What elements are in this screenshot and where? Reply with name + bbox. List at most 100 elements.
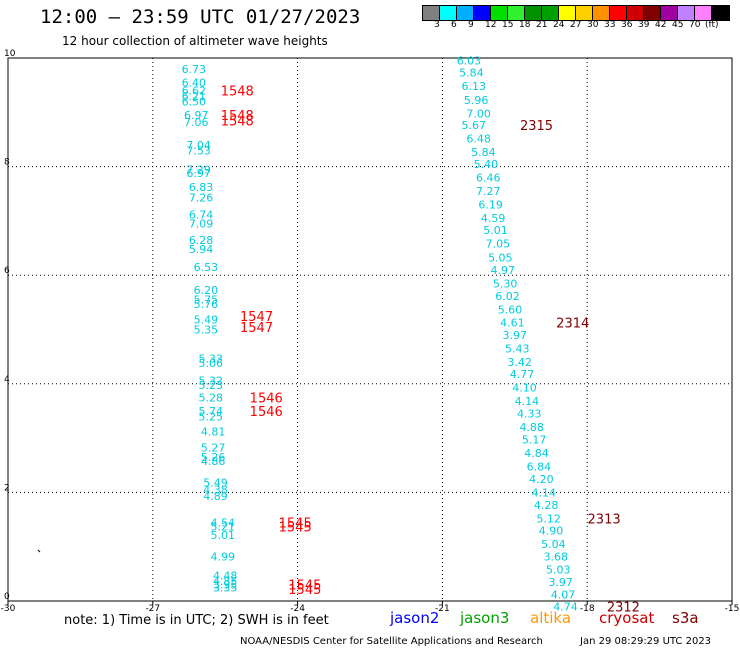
wave-height-label: 5.49 — [203, 477, 228, 490]
legend-swatch — [559, 6, 576, 20]
wave-height-label: 5.03 — [546, 564, 571, 577]
wave-height-label: 3.95 — [213, 579, 238, 592]
wave-height-label: 5.01 — [211, 529, 236, 542]
time-label: 1548 — [221, 109, 254, 124]
wave-height-label: 5.84 — [471, 146, 496, 159]
wave-height-label: 4.14 — [515, 395, 540, 408]
satellite-jason2: jason2 — [390, 609, 440, 627]
wave-height-label: 5.28 — [198, 391, 223, 404]
satellite-jason3: jason3 — [460, 609, 510, 627]
wave-height-label: 5.74 — [198, 405, 223, 418]
wave-height-label: 5.84 — [459, 67, 484, 80]
time-label: 2313 — [588, 512, 621, 527]
wave-height-label: 5.43 — [505, 343, 530, 356]
legend-label: 18 — [519, 20, 531, 30]
wave-height-label: 5.76 — [194, 298, 219, 311]
legend-label: 9 — [468, 20, 474, 30]
y-tick-label: 8 — [4, 158, 10, 168]
wave-height-label: 5.26 — [201, 451, 226, 464]
wave-height-label: 3.68 — [544, 550, 569, 563]
time-label: 1547 — [240, 321, 273, 336]
legend-label: 12 — [485, 20, 497, 30]
wave-height-label: 7.00 — [466, 107, 491, 120]
wave-height-label: 4.33 — [517, 408, 542, 421]
time-label: 1545 — [279, 521, 312, 536]
wave-height-label: 7.04 — [186, 139, 211, 152]
legend-swatch — [695, 6, 712, 20]
wave-height-label: 5.60 — [498, 303, 523, 316]
legend-swatch — [542, 6, 559, 20]
legend-swatch — [712, 6, 729, 20]
wave-height-label: 6.50 — [182, 95, 207, 108]
legend-label: (ft) — [705, 20, 719, 30]
x-tick-label: -27 — [145, 604, 160, 614]
wave-height-label: 4.97 — [490, 264, 515, 277]
time-label: 1545 — [288, 579, 321, 594]
legend-swatch — [491, 6, 508, 20]
wave-height-label: 5.25 — [198, 410, 223, 423]
legend-swatch — [525, 6, 542, 20]
wave-height-label: 6.46 — [476, 171, 501, 184]
legend-swatch — [610, 6, 627, 20]
wave-height-label: 4.81 — [201, 426, 226, 439]
legend-swatch — [576, 6, 593, 20]
x-tick-label: -18 — [580, 604, 595, 614]
wave-height-label: 6.02 — [495, 290, 520, 303]
wave-height-label: 4.86 — [201, 455, 226, 468]
time-label: 1546 — [250, 391, 283, 406]
wave-height-label: 3.42 — [507, 356, 532, 369]
wave-height-label: 3.97 — [548, 576, 573, 589]
wave-height-label: 6.13 — [462, 80, 487, 93]
wave-height-label: 4.10 — [512, 382, 537, 395]
wave-height-label: 7.29 — [186, 163, 211, 176]
wave-height-label: 6.28 — [189, 234, 214, 247]
wave-height-label: 4.61 — [500, 316, 525, 329]
wave-height-label: 7.05 — [486, 238, 511, 251]
wave-height-label: 4.14 — [532, 486, 557, 499]
wave-height-label: 6.84 — [527, 460, 552, 473]
time-label: 1548 — [221, 114, 254, 129]
legend-swatch — [593, 6, 610, 20]
footer-credit: NOAA/NESDIS Center for Satellite Applica… — [240, 636, 543, 647]
legend-label: 45 — [672, 20, 684, 30]
wave-height-label: 5.21 — [211, 521, 236, 534]
wave-height-label: 4.89 — [203, 490, 228, 503]
wave-height-label: 5.94 — [189, 243, 214, 256]
legend-swatch — [423, 6, 440, 20]
x-tick-label: -30 — [1, 604, 16, 614]
color-scale-labels: 3 6 9 12 15 18 21 24 27 30 33 36 39 42 45 70 (ft) — [422, 20, 740, 32]
wave-height-label: 5.96 — [464, 94, 489, 107]
time-label: 1548 — [221, 85, 254, 100]
legend-label: 36 — [621, 20, 633, 30]
footer-timestamp: Jan 29 08:29:29 UTC 2023 — [580, 636, 712, 647]
time-label: 1545 — [279, 516, 312, 531]
wave-height-label: 5.06 — [198, 357, 223, 370]
wave-height-label: 5.12 — [536, 512, 561, 525]
y-tick-label: 4 — [4, 375, 10, 385]
time-label: 1547 — [240, 310, 273, 325]
wave-height-label: 6.03 — [457, 55, 482, 68]
wave-height-label: 4.07 — [551, 588, 576, 601]
wave-height-label: 6.48 — [466, 132, 491, 145]
legend-label: 24 — [553, 20, 565, 30]
wave-height-label: 6.97 — [186, 167, 211, 180]
wave-height-label: 6.40 — [182, 76, 207, 89]
wave-height-label: 5.40 — [474, 158, 499, 171]
wave-height-label: 7.53 — [186, 144, 211, 157]
wave-height-label: 6.83 — [189, 181, 214, 194]
legend-swatch — [457, 6, 474, 20]
wave-height-label: 7.06 — [184, 116, 209, 129]
wave-height-label: 5.35 — [194, 324, 219, 337]
wave-height-label: 7.27 — [476, 185, 501, 198]
wave-height-label: 4.48 — [213, 569, 238, 582]
wave-height-label: 4.99 — [211, 550, 236, 563]
wave-height-label: 6.62 — [182, 85, 207, 98]
wave-height-label: 4.88 — [519, 421, 544, 434]
legend-swatch — [661, 6, 678, 20]
legend-label: 21 — [536, 20, 548, 30]
wave-height-label: 4.74 — [553, 600, 578, 613]
x-tick-label: -15 — [725, 604, 740, 614]
time-label: 1545 — [288, 583, 321, 598]
wave-height-label: 4.20 — [529, 473, 554, 486]
